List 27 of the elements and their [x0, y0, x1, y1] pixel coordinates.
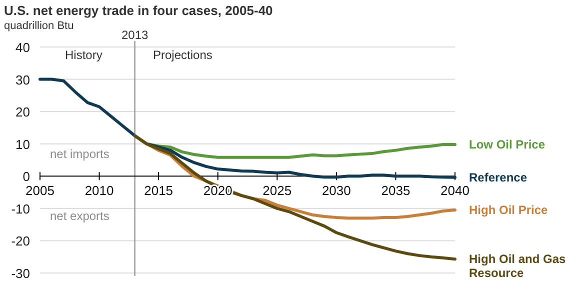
chart-title: U.S. net energy trade in four cases, 2005-40 — [4, 3, 273, 18]
x-tick-label: 2025 — [262, 183, 292, 198]
y-tick-label: 0 — [22, 169, 30, 184]
line-series — [38, 78, 456, 179]
x-tick-label: 2005 — [26, 183, 54, 198]
y-tick-label: -20 — [11, 234, 30, 249]
annotation: net imports — [50, 147, 110, 162]
series-label: Reference — [469, 170, 528, 184]
y-tick-label: -30 — [11, 266, 30, 281]
series-label: High Oil and Gas Resource — [469, 252, 566, 280]
series-label: Low Oil Price — [469, 138, 546, 152]
y-tick-label: 10 — [16, 136, 30, 152]
annotation: Projections — [153, 48, 212, 62]
y-tick-label: -10 — [11, 201, 30, 216]
series-label: High Oil Price — [469, 203, 548, 218]
x-tick-label: 2035 — [381, 183, 410, 198]
ref-line-label: 2013 — [122, 28, 149, 42]
annotation: History — [65, 48, 102, 62]
annotation: net exports — [50, 209, 110, 224]
y-tick-label: 40 — [16, 40, 30, 55]
x-tick-label: 2010 — [84, 183, 114, 198]
y-tick-label: 20 — [16, 104, 30, 120]
y-tick-label: 30 — [16, 72, 30, 88]
x-tick-label: 2015 — [144, 183, 174, 198]
x-tick-label: 2030 — [322, 183, 351, 198]
chart-subtitle: quadrillion Btu — [4, 20, 74, 32]
x-tick-label: 2040 — [440, 183, 470, 198]
